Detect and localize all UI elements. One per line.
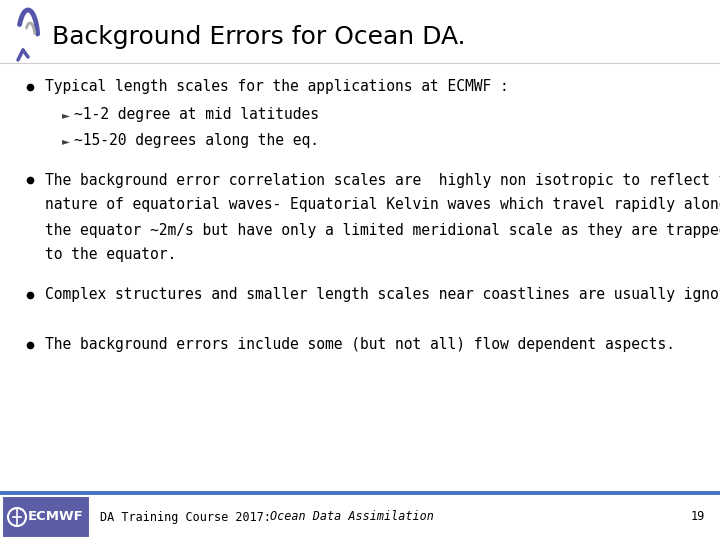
Text: ECMWF: ECMWF	[28, 510, 84, 523]
Text: to the equator.: to the equator.	[45, 247, 176, 262]
Text: nature of equatorial waves- Equatorial Kelvin waves which travel rapidly along: nature of equatorial waves- Equatorial K…	[45, 198, 720, 213]
Text: ~15-20 degrees along the eq.: ~15-20 degrees along the eq.	[74, 133, 319, 148]
Text: Complex structures and smaller length scales near coastlines are usually ignored: Complex structures and smaller length sc…	[45, 287, 720, 302]
Text: Background Errors for Ocean DA.: Background Errors for Ocean DA.	[52, 25, 466, 49]
FancyBboxPatch shape	[2, 496, 90, 538]
Text: DA Training Course 2017:: DA Training Course 2017:	[100, 510, 278, 523]
Text: The background errors include some (but not all) flow dependent aspects.: The background errors include some (but …	[45, 338, 675, 353]
Text: 19: 19	[690, 510, 705, 523]
Text: Typical length scales for the applications at ECMWF :: Typical length scales for the applicatio…	[45, 79, 509, 94]
Text: ►: ►	[62, 110, 70, 120]
Text: ~1-2 degree at mid latitudes: ~1-2 degree at mid latitudes	[74, 107, 319, 123]
Text: The background error correlation scales are  highly non isotropic to reflect the: The background error correlation scales …	[45, 172, 720, 187]
Text: the equator ~2m/s but have only a limited meridional scale as they are trapped: the equator ~2m/s but have only a limite…	[45, 222, 720, 238]
Text: ►: ►	[62, 136, 70, 146]
Text: Ocean Data Assimilation: Ocean Data Assimilation	[270, 510, 434, 523]
